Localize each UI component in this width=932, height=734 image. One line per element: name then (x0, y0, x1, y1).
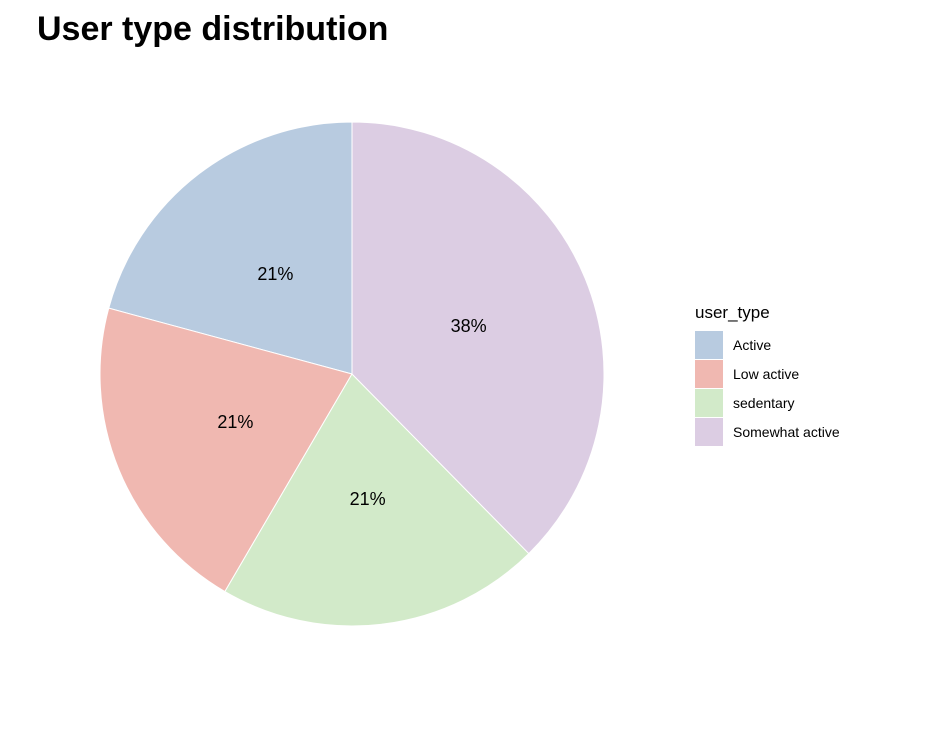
legend-swatch-active (695, 330, 723, 359)
legend-swatch-low-active (695, 359, 723, 388)
legend-item-low-active: Low active (695, 359, 840, 388)
slice-label-low-active: 21% (217, 412, 253, 432)
legend-title: user_type (695, 303, 770, 322)
legend-item-somewhat-active: Somewhat active (695, 417, 840, 446)
legend-swatch-somewhat-active (695, 417, 723, 446)
pie-slice-sedentary (224, 373, 530, 627)
legend-item-active: Active (695, 330, 840, 359)
legend-swatch-sedentary (695, 388, 723, 417)
pie-slices (99, 121, 605, 627)
slice-label-somewhat-active: 38% (451, 316, 487, 336)
chart-title: User type distribution (37, 10, 389, 48)
slice-label-sedentary: 21% (350, 489, 386, 509)
legend: user_type Active Low active sedentary Somew… (695, 302, 840, 446)
legend-items: Active Low active sedentary Somewhat active (695, 330, 840, 446)
legend-label-sedentary: sedentary (733, 394, 795, 411)
pie-slice-labels: 21% 21% 21% 38% (217, 264, 486, 509)
legend-item-sedentary: sedentary (695, 388, 840, 417)
pie-slice-somewhat-active (351, 121, 605, 555)
legend-label-low-active: Low active (733, 365, 800, 382)
pie-slice-active (108, 121, 353, 375)
slice-label-active: 21% (257, 264, 293, 284)
legend-label-somewhat-active: Somewhat active (733, 423, 840, 440)
legend-label-active: Active (733, 336, 772, 353)
pie-slice-low-active (99, 307, 353, 593)
